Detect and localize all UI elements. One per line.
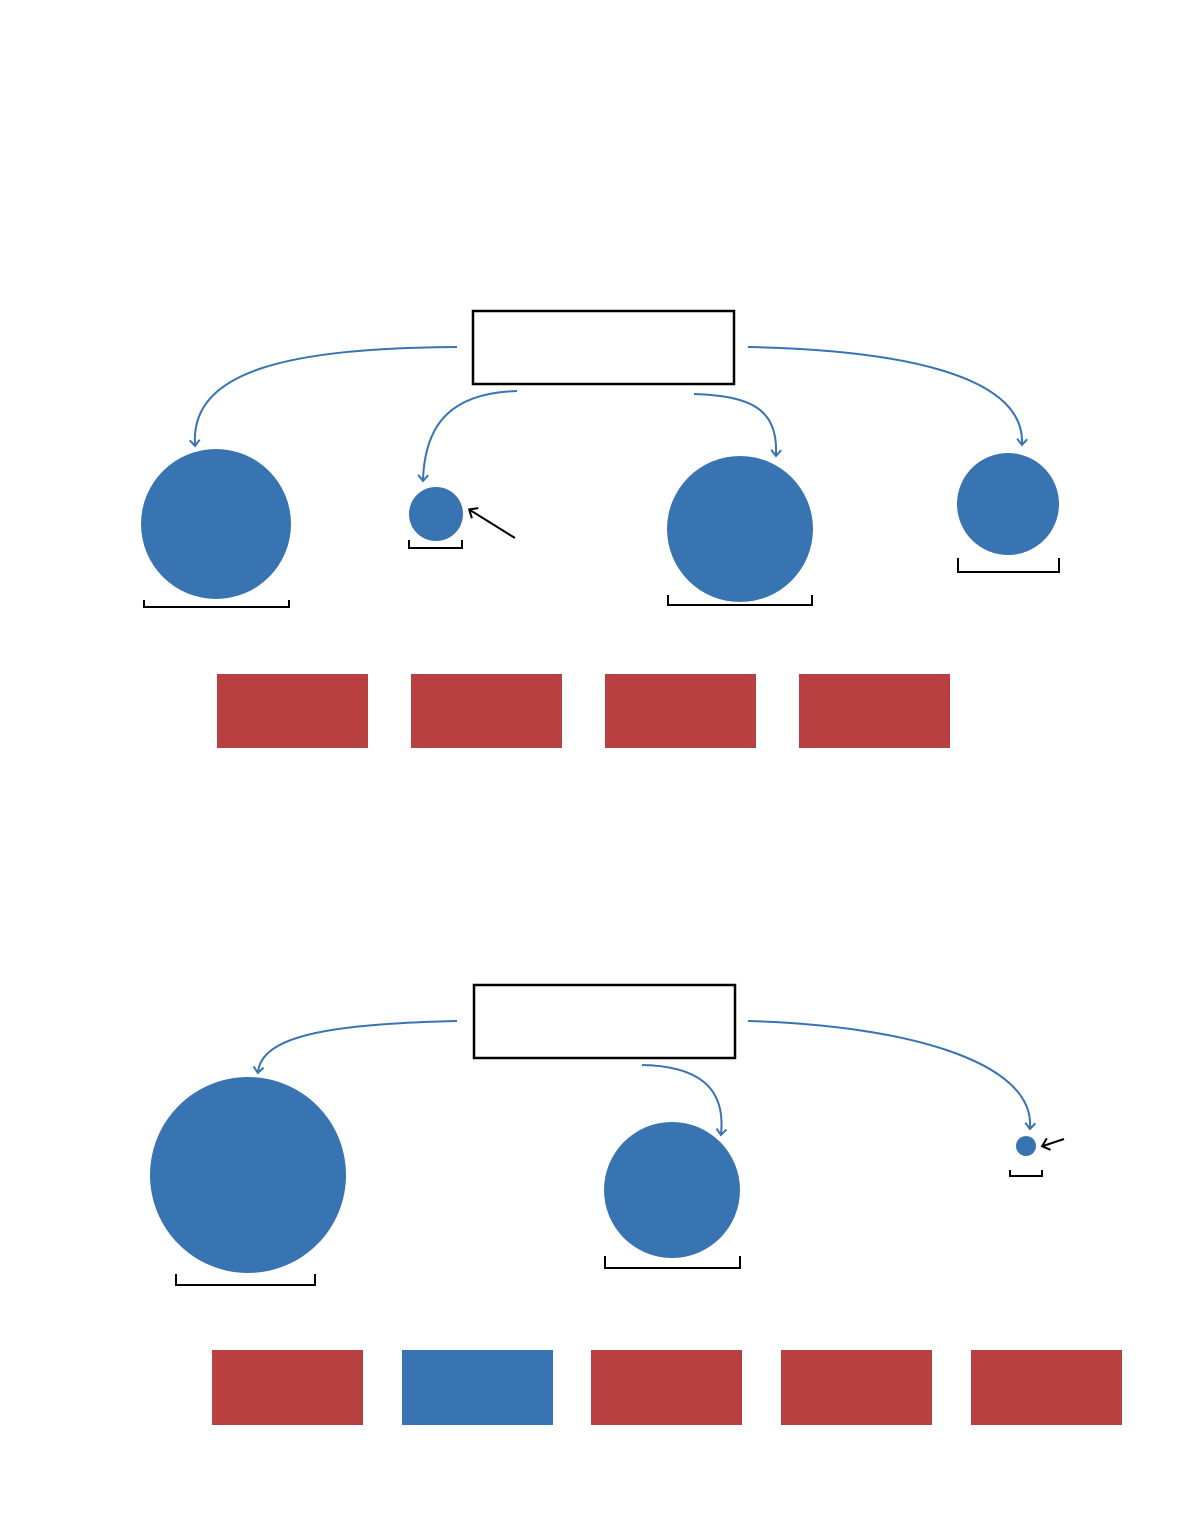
curved-arrow-icon	[747, 346, 1028, 447]
bottom-brackets	[175, 1170, 1043, 1286]
bottom-circles	[150, 1077, 1036, 1273]
block	[411, 674, 562, 748]
curved-arrow-icon	[188, 346, 458, 448]
circle-node	[141, 449, 291, 599]
top-diagram	[141, 309, 1060, 748]
circle-node	[957, 453, 1059, 555]
bracket-marker	[1009, 1170, 1043, 1177]
bracket-marker	[408, 540, 463, 549]
circle-node	[150, 1077, 346, 1273]
block	[799, 674, 950, 748]
top-block-row	[217, 674, 950, 748]
curved-arrow-icon	[641, 1064, 728, 1137]
bracket-marker	[604, 1256, 741, 1269]
bracket-marker	[143, 600, 290, 608]
bottom-source-box	[472, 983, 737, 1060]
circle-node	[1016, 1136, 1036, 1156]
block	[605, 674, 756, 748]
pointer-arrow-icon	[1040, 1137, 1065, 1151]
top-flow-arrows	[188, 346, 1028, 483]
top-circles	[141, 449, 1059, 602]
curved-arrow-icon	[417, 390, 518, 483]
bottom-diagram	[150, 983, 1122, 1425]
bracket-marker	[667, 595, 813, 606]
block	[971, 1350, 1122, 1425]
block	[781, 1350, 932, 1425]
bracket-marker	[175, 1274, 316, 1286]
block	[212, 1350, 363, 1425]
circle-node	[604, 1122, 740, 1258]
top-brackets	[143, 540, 1060, 608]
bottom-flow-arrows	[252, 1020, 1037, 1137]
curved-arrow-icon	[747, 1020, 1037, 1131]
bottom-block-row	[212, 1350, 1122, 1425]
curved-arrow-icon	[693, 393, 782, 458]
block	[217, 674, 368, 748]
circle-node	[409, 487, 463, 541]
bracket-marker	[957, 558, 1060, 573]
top-source-box	[471, 309, 736, 386]
pointer-arrow-icon	[467, 507, 516, 539]
block	[402, 1350, 553, 1425]
circle-node	[667, 456, 813, 602]
block	[591, 1350, 742, 1425]
curved-arrow-icon	[252, 1020, 458, 1075]
